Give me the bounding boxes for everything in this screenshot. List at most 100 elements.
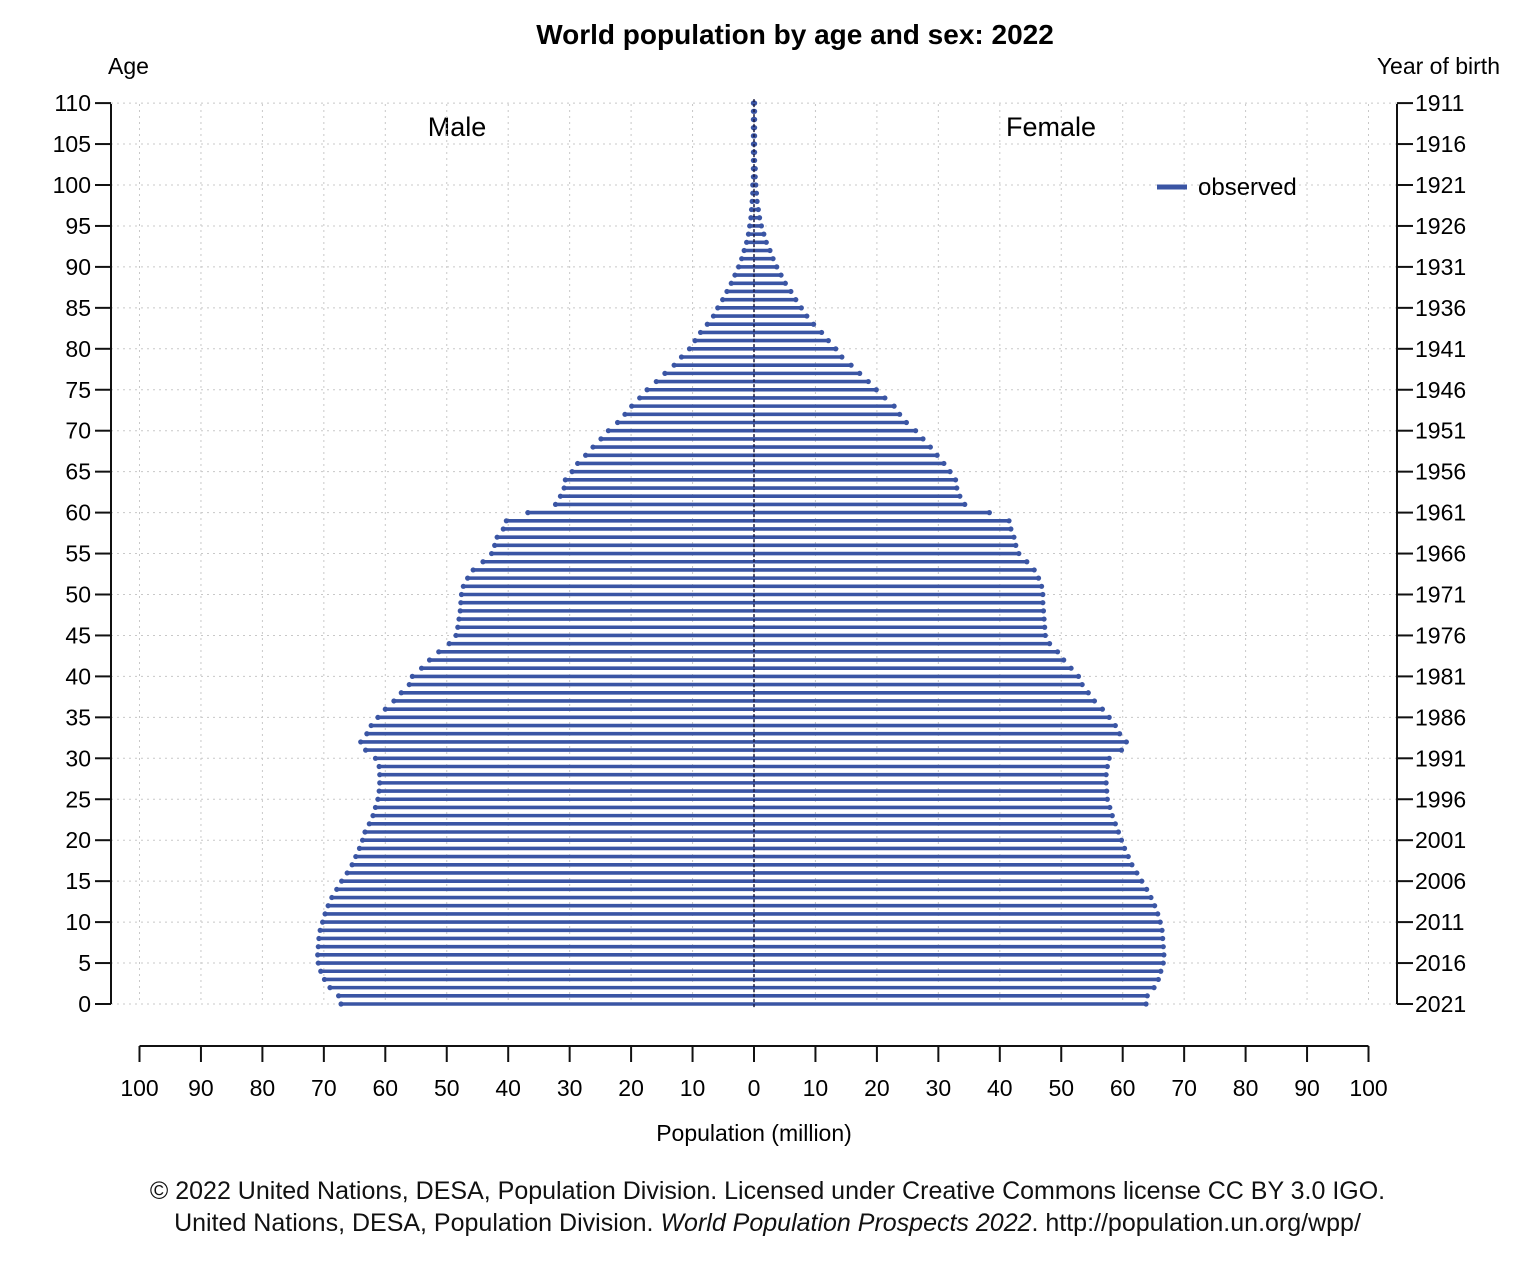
year-tick-label: 2016 xyxy=(1415,950,1466,976)
bar-end-male xyxy=(358,739,364,745)
bar-end-female xyxy=(1042,632,1048,639)
bars xyxy=(315,99,1167,1008)
bar-end-female xyxy=(1160,944,1166,950)
bar-end-female xyxy=(1091,698,1098,704)
bar-end-female xyxy=(778,272,784,278)
female-label: Female xyxy=(1006,112,1096,142)
bar-end-female xyxy=(1054,649,1061,655)
bar-end-male xyxy=(614,419,621,426)
bar-end-female xyxy=(1157,919,1163,925)
bar-end-female xyxy=(761,231,767,237)
citation-title: World Population Prospects 2022 xyxy=(660,1209,1032,1237)
bar-end-male xyxy=(465,575,471,581)
bar-end-male xyxy=(376,788,382,794)
population-pyramid-chart: World population by age and sex: 2022 Ag… xyxy=(53,19,1500,1146)
bar-end-female xyxy=(1151,985,1157,991)
bar-end-female xyxy=(1104,763,1110,770)
bar-end-male xyxy=(732,272,738,278)
bar-end-male xyxy=(377,772,383,778)
bar-end-female xyxy=(1123,739,1129,745)
bar-end-female xyxy=(1013,542,1019,548)
age-tick-label: 110 xyxy=(54,90,91,116)
bar-end-male xyxy=(457,608,463,614)
bar-end-female xyxy=(1103,780,1109,786)
bar-end-male xyxy=(327,985,333,991)
age-tick-label: 95 xyxy=(65,213,91,239)
bar-end-female xyxy=(952,477,959,483)
age-tick-label: 100 xyxy=(53,172,91,198)
x-tick-label: 20 xyxy=(864,1075,890,1101)
bar-end-female xyxy=(1031,567,1037,573)
x-tick-label: 70 xyxy=(311,1075,337,1101)
bar-end-female xyxy=(848,362,854,368)
bar-end-female xyxy=(755,206,761,213)
bar-end-female xyxy=(1155,976,1161,983)
bar-end-female xyxy=(1152,903,1158,909)
age-tick-label: 10 xyxy=(65,909,91,935)
bar-end-female xyxy=(1139,878,1145,884)
age-tick-label: 20 xyxy=(65,827,91,853)
bar-end-male xyxy=(492,542,498,548)
bar-end-female xyxy=(882,395,888,401)
bar-end-male xyxy=(315,960,321,966)
bar-end-female xyxy=(1040,591,1046,598)
bar-end-female xyxy=(1011,534,1017,540)
bar-end-female xyxy=(1155,911,1161,917)
x-tick-label: 60 xyxy=(1110,1075,1136,1101)
age-tick-label: 45 xyxy=(65,622,91,648)
bar-end-female xyxy=(1112,722,1118,729)
bar-end-male xyxy=(458,591,465,598)
year-tick-label: 1981 xyxy=(1415,663,1466,689)
bar-end-male xyxy=(349,862,355,868)
bar-end-female xyxy=(986,509,992,516)
bar-end-male xyxy=(317,927,323,933)
bar-end-female xyxy=(1079,681,1085,688)
year-tick-label: 1976 xyxy=(1415,622,1466,648)
bar-end-male xyxy=(671,362,677,368)
bar-end-female xyxy=(1109,813,1115,819)
bar-end-male xyxy=(370,813,376,819)
x-tick-label: 80 xyxy=(250,1075,276,1101)
bar-end-male xyxy=(744,239,750,245)
bar-end-male xyxy=(458,600,464,606)
bar-end-male xyxy=(344,870,350,876)
year-tick-label: 1996 xyxy=(1415,786,1466,812)
year-tick-label: 1946 xyxy=(1415,377,1466,403)
bar-end-male xyxy=(406,681,412,688)
bar-end-male xyxy=(338,1001,344,1007)
bar-end-female xyxy=(897,411,903,417)
bar-end-male xyxy=(692,338,698,344)
bar-end-male xyxy=(745,231,752,237)
bar-end-female xyxy=(1104,796,1110,802)
bar-end-female xyxy=(1075,673,1082,680)
bar-end-male xyxy=(315,944,321,950)
x-axis-label: Population (million) xyxy=(656,1120,852,1146)
bar-end-female xyxy=(1008,526,1014,532)
bar-end-male xyxy=(569,469,575,475)
year-tick-label: 2001 xyxy=(1415,827,1466,853)
bar-end-male xyxy=(736,264,742,270)
x-tick-label: 20 xyxy=(618,1075,644,1101)
bar-end-male xyxy=(710,313,717,319)
bar-end-male xyxy=(376,763,382,770)
year-tick-label: 1951 xyxy=(1415,418,1466,444)
bar-end-male xyxy=(335,993,342,999)
year-tick-label: 1971 xyxy=(1415,582,1466,608)
bar-end-male xyxy=(748,215,754,221)
bar-end-female xyxy=(1159,927,1165,933)
bar-end-male xyxy=(315,952,321,958)
bar-end-female xyxy=(1148,894,1154,901)
year-tick-label: 1926 xyxy=(1415,213,1466,239)
bar-end-female xyxy=(1117,731,1123,737)
bar-end-female xyxy=(770,256,776,262)
bar-end-male xyxy=(391,698,397,704)
age-tick-label: 15 xyxy=(65,868,91,894)
bar-end-female xyxy=(857,370,863,376)
bar-end-female xyxy=(1041,616,1047,622)
year-tick-label: 2006 xyxy=(1415,868,1466,894)
age-tick-label: 50 xyxy=(65,582,91,608)
x-tick-label: 10 xyxy=(680,1075,706,1101)
age-tick-label: 70 xyxy=(65,418,91,444)
bar-end-female xyxy=(1024,559,1030,565)
bar-end-female xyxy=(1115,829,1121,835)
